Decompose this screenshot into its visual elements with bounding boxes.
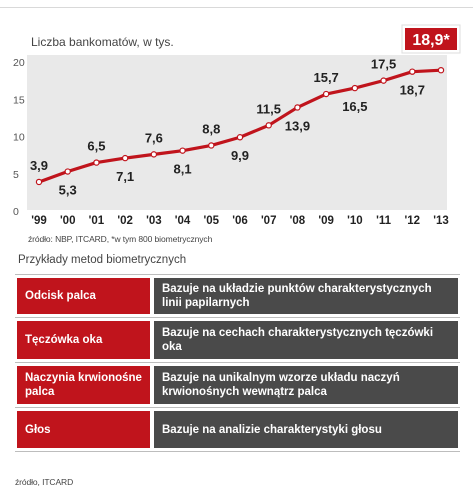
method-row: Głos Bazuje na analizie charakterystyki …: [15, 408, 460, 452]
x-tick-label: '06: [232, 215, 248, 227]
data-point: [265, 122, 272, 129]
examples-heading: Przykłady metod biometrycznych: [18, 254, 187, 266]
data-label: 15,7: [313, 70, 338, 85]
method-description: Bazuje na unikalnym wzorze układu naczyń…: [154, 366, 458, 404]
data-label: 5,3: [59, 183, 77, 198]
x-tick-label: '11: [376, 215, 391, 227]
chart-source-note: źródło: NBP, ITCARD, *w tym 800 biometry…: [28, 234, 213, 244]
method-name: Tęczówka oka: [17, 321, 150, 359]
y-axis: 0 5 10 15 20: [13, 57, 25, 218]
data-point: [121, 154, 129, 162]
x-tick-label: '00: [60, 215, 76, 227]
data-label: 13,9: [285, 118, 310, 133]
method-row: Naczynia krwionośne palca Bazuje na unik…: [15, 363, 460, 408]
method-description: Bazuje na cechach charakterystycznych tę…: [154, 321, 458, 359]
data-point: [322, 90, 330, 98]
x-tick-label: '10: [347, 215, 363, 227]
data-label: 8,8: [202, 121, 220, 136]
method-name: Głos: [17, 411, 150, 448]
data-label-highlight: 18,9*: [412, 32, 450, 49]
method-name: Naczynia krwionośne palca: [17, 366, 150, 404]
x-tick-label: '07: [261, 215, 277, 227]
top-divider: [0, 7, 473, 8]
chart-title: Liczba bankomatów, w tys.: [31, 35, 174, 49]
data-point: [64, 168, 71, 175]
data-label: 17,5: [371, 57, 396, 72]
data-label: 3,9: [30, 158, 48, 173]
x-tick-label: '08: [290, 215, 306, 227]
data-point: [179, 147, 186, 154]
y-tick-label: 15: [13, 94, 25, 106]
series-points: [35, 66, 445, 186]
methods-table: Odcisk palca Bazuje na układzie punktów …: [15, 274, 460, 452]
data-labels: 3,9 5,3 6,5 7,1 7,6 8,1 8,8 9,9 11,5 13,9 15,7 16,5…: [30, 24, 461, 198]
x-tick-label: '04: [175, 215, 191, 227]
data-point: [380, 77, 387, 84]
method-row: Odcisk palca Bazuje na układzie punktów …: [15, 275, 460, 318]
data-label: 8,1: [174, 162, 192, 177]
x-tick-label: '03: [146, 215, 162, 227]
method-name: Odcisk palca: [17, 278, 150, 314]
data-point: [93, 159, 100, 166]
table-source-note: źródło, ITCARD: [15, 477, 74, 487]
data-label: 9,9: [231, 148, 249, 163]
data-label: 18,7: [400, 83, 425, 98]
method-description: Bazuje na analizie charakterystyki głosu: [154, 411, 458, 448]
x-tick-label: '02: [117, 215, 133, 227]
y-tick-label: 20: [13, 57, 25, 69]
x-tick-label: '99: [31, 215, 47, 227]
x-tick-label: '01: [89, 215, 105, 227]
data-label: 16,5: [342, 99, 367, 114]
data-label: 6,5: [87, 139, 105, 154]
x-tick-label: '12: [405, 215, 421, 227]
data-point: [409, 68, 416, 75]
data-point: [150, 151, 158, 158]
highlight-box: [405, 28, 457, 50]
data-label: 7,6: [145, 130, 163, 145]
data-point: [294, 104, 301, 111]
x-tick-label: '13: [433, 215, 449, 227]
data-point: [351, 84, 359, 92]
data-label: 7,1: [116, 169, 134, 184]
y-tick-label: 5: [13, 169, 19, 181]
line-chart: Liczba bankomatów, w tys. 0 5 10 15 20 '99 '0…: [13, 24, 461, 227]
method-row: Tęczówka oka Bazuje na cechach charakter…: [15, 318, 460, 363]
data-point: [208, 142, 215, 149]
x-tick-label: '09: [318, 215, 334, 227]
method-description: Bazuje na układzie punktów charakterysty…: [154, 278, 458, 314]
x-tick-label: '05: [204, 215, 220, 227]
data-point: [35, 178, 43, 186]
y-tick-label: 0: [13, 206, 19, 218]
y-tick-label: 10: [13, 132, 25, 144]
data-point: [437, 66, 445, 74]
data-point: [236, 134, 244, 141]
x-axis: '99 '00 '01 '02 '03 '04 '05 '06 '07 '08 '09 '10 '11 '…: [31, 215, 449, 227]
data-label: 11,5: [256, 101, 281, 116]
